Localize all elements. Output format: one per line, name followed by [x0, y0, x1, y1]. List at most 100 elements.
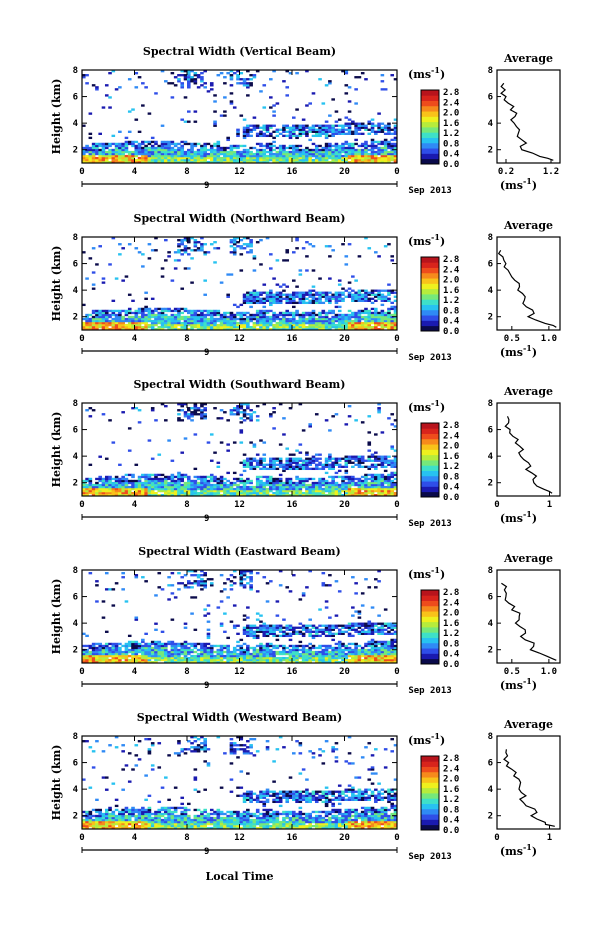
heatmap-cell [242, 485, 247, 489]
heatmap-cell [308, 311, 312, 315]
heatmap-cell [380, 463, 385, 466]
heatmap-cell [173, 642, 178, 646]
heatmap-cell [98, 660, 102, 664]
heatmap-cell [288, 628, 293, 631]
heatmap-cell [249, 130, 253, 133]
heatmap-cell [88, 483, 93, 487]
heatmap-cell [364, 319, 368, 323]
heatmap-cell [285, 130, 290, 133]
heatmap-cell [354, 477, 358, 481]
heatmap-cell [141, 640, 145, 644]
heatmap-cell [331, 321, 335, 325]
heatmap-cell [183, 152, 188, 156]
heatmap-cell [285, 134, 290, 138]
heatmap-cell [118, 489, 122, 493]
heatmap-cell [262, 624, 267, 627]
heatmap-cell [137, 481, 142, 485]
heatmap-cell [85, 146, 89, 150]
heatmap-cell [367, 156, 372, 160]
heatmap-cell [187, 237, 191, 240]
heatmap-cell [301, 491, 306, 495]
heatmap-cell [370, 325, 375, 329]
heatmap-cell [377, 297, 381, 300]
heatmap-cell [364, 315, 368, 319]
heatmap-cell [190, 154, 194, 158]
heatmap-cell [298, 325, 303, 329]
heatmap-cell [288, 459, 293, 462]
heatmap-cell [239, 82, 244, 85]
heatmap-cell [272, 311, 276, 315]
heatmap-cell [167, 140, 171, 144]
heatmap-cell [88, 660, 93, 664]
heatmap-cell [278, 132, 283, 135]
heatmap-cell [206, 311, 211, 315]
heatmap-cell [173, 160, 178, 164]
heatmap-cell [285, 323, 290, 327]
heatmap-cell [160, 144, 165, 148]
heatmap-cell [374, 144, 378, 148]
heatmap-cell [118, 463, 122, 466]
heatmap-cell [246, 477, 250, 481]
heatmap-cell [377, 152, 381, 156]
heatmap-cell [229, 84, 234, 87]
heatmap-cell [219, 493, 224, 497]
heatmap-cell [131, 160, 135, 164]
heatmap-cell [282, 160, 286, 164]
heatmap-cell [390, 445, 395, 448]
heatmap-cell [147, 142, 152, 146]
heatmap-cell [164, 646, 168, 650]
heatmap-cell [255, 630, 260, 633]
heatmap-cell [262, 124, 267, 127]
heatmap-cell [177, 481, 181, 485]
heatmap-cell [213, 160, 217, 164]
heatmap-cell [193, 239, 198, 242]
heatmap-cell [357, 313, 362, 317]
heatmap-cell [88, 644, 93, 648]
heatmap-cell [380, 293, 385, 296]
heatmap-cell [232, 152, 237, 156]
heatmap-cell [246, 317, 250, 321]
heatmap-cell [173, 251, 178, 254]
heatmap-cell [150, 136, 155, 140]
heatmap-cell [262, 321, 267, 325]
heatmap-cell [239, 654, 244, 658]
heatmap-cell [269, 413, 273, 416]
heatmap-cell [367, 327, 372, 331]
heatmap-cell [114, 487, 119, 491]
heatmap-cell [200, 148, 204, 152]
heatmap-cell [393, 138, 398, 142]
heatmap-cell [344, 116, 349, 119]
heatmap-cell [249, 297, 253, 300]
heatmap-cell [278, 301, 283, 305]
heatmap-cell [170, 150, 175, 154]
heatmap-cell [288, 327, 293, 331]
heatmap-cell [292, 493, 296, 497]
heatmap-cell [104, 325, 109, 329]
heatmap-cell [213, 407, 217, 410]
heatmap-cell [292, 156, 296, 160]
heatmap-cell [393, 132, 398, 135]
heatmap-cell [229, 487, 234, 491]
heatmap-cell [370, 315, 375, 319]
heatmap-cell [347, 100, 352, 103]
heatmap-cell [177, 239, 181, 242]
heatmap-cell [383, 132, 388, 135]
heatmap-cell [232, 150, 237, 154]
heatmap-cell [295, 485, 299, 489]
x-tick-label: 16 [287, 167, 298, 177]
heatmap-cell [292, 481, 296, 485]
heatmap-cell [95, 656, 99, 660]
heatmap-cell [265, 493, 270, 497]
heatmap-cell [173, 325, 178, 329]
heatmap-cell [137, 152, 142, 156]
heatmap-cell [278, 624, 283, 627]
heatmap-cell [292, 457, 296, 460]
heatmap-cell [95, 642, 99, 646]
heatmap-cell [137, 146, 142, 150]
heatmap-cell [157, 156, 162, 160]
heatmap-cell [246, 295, 250, 298]
heatmap-cell [209, 656, 214, 660]
heatmap-cell [305, 255, 309, 258]
heatmap-cell [275, 313, 280, 317]
heatmap-cell [209, 493, 214, 497]
